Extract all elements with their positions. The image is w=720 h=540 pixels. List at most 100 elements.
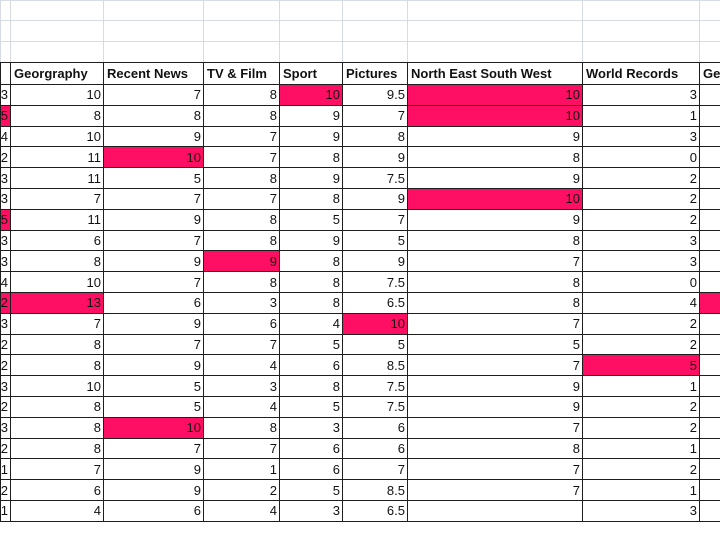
- table-cell[interactable]: 8: [93, 253, 101, 269]
- table-cell[interactable]: 3: [332, 503, 340, 519]
- table-cell[interactable]: 3: [1, 253, 8, 269]
- table-cell[interactable]: [700, 147, 720, 167]
- table-cell[interactable]: 7.5: [386, 378, 405, 394]
- table-cell[interactable]: 10: [86, 378, 101, 394]
- table-cell[interactable]: 7: [193, 440, 201, 456]
- table-cell[interactable]: 8: [269, 87, 277, 103]
- column-header[interactable]: North East South West: [411, 66, 552, 81]
- table-cell[interactable]: [700, 127, 720, 147]
- table-cell[interactable]: 2: [689, 170, 697, 186]
- table-cell[interactable]: 9: [572, 170, 580, 186]
- table-cell[interactable]: [700, 251, 720, 271]
- table-cell[interactable]: 2: [689, 316, 697, 332]
- table-cell[interactable]: 7: [397, 461, 405, 477]
- table-cell[interactable]: 2: [1, 399, 8, 415]
- table-cell[interactable]: 7: [193, 232, 201, 248]
- table-cell[interactable]: 1: [689, 482, 697, 498]
- table-cell[interactable]: 9: [193, 128, 201, 144]
- table-cell[interactable]: 9: [397, 191, 405, 207]
- table-cell[interactable]: [408, 501, 582, 521]
- table-cell[interactable]: 2: [689, 212, 697, 228]
- table-cell[interactable]: 3: [269, 295, 277, 311]
- table-cell[interactable]: 7: [572, 316, 580, 332]
- table-cell[interactable]: 4: [332, 316, 340, 332]
- table-cell[interactable]: 8: [332, 149, 340, 165]
- table-cell[interactable]: 9: [332, 128, 340, 144]
- table-cell[interactable]: 6: [93, 482, 101, 498]
- table-cell[interactable]: 8: [332, 253, 340, 269]
- table-cell[interactable]: 7: [269, 336, 277, 352]
- table-cell[interactable]: 9: [193, 357, 201, 373]
- table-cell[interactable]: 5: [332, 336, 340, 352]
- table-cell[interactable]: 8: [269, 420, 277, 436]
- table-cell[interactable]: 5: [193, 170, 201, 186]
- column-header[interactable]: World Records: [586, 66, 679, 81]
- table-cell[interactable]: 2: [689, 191, 697, 207]
- table-cell[interactable]: 8: [332, 378, 340, 394]
- table-cell[interactable]: 7: [193, 336, 201, 352]
- table-cell[interactable]: 8: [572, 295, 580, 311]
- table-cell[interactable]: 3: [1, 191, 8, 207]
- table-cell[interactable]: [700, 335, 720, 355]
- column-header[interactable]: [1, 63, 10, 84]
- table-cell[interactable]: [700, 418, 720, 438]
- table-cell[interactable]: 7: [269, 128, 277, 144]
- table-cell[interactable]: 9: [332, 108, 340, 124]
- table-cell[interactable]: 2: [1, 357, 8, 373]
- table-cell[interactable]: 3: [1, 87, 8, 103]
- table-cell[interactable]: 3: [689, 232, 697, 248]
- table-cell[interactable]: 5: [397, 336, 405, 352]
- table-cell[interactable]: 2: [689, 336, 697, 352]
- table-cell[interactable]: 9: [397, 149, 405, 165]
- table-cell[interactable]: 1: [689, 108, 697, 124]
- table-cell[interactable]: 6: [193, 295, 201, 311]
- column-header[interactable]: Pictures: [346, 66, 398, 81]
- table-cell[interactable]: 6: [193, 503, 201, 519]
- table-cell[interactable]: 9: [572, 128, 580, 144]
- table-cell[interactable]: 9: [397, 253, 405, 269]
- table-cell[interactable]: 8: [572, 274, 580, 290]
- table-cell[interactable]: 7: [193, 87, 201, 103]
- table-cell[interactable]: 2: [689, 420, 697, 436]
- table-cell[interactable]: 5: [397, 232, 405, 248]
- table-cell[interactable]: 8: [269, 212, 277, 228]
- table-cell[interactable]: 3: [1, 316, 8, 332]
- table-cell[interactable]: 8: [572, 149, 580, 165]
- table-cell[interactable]: [700, 397, 720, 417]
- table-cell[interactable]: 8: [269, 108, 277, 124]
- table-cell[interactable]: 7.5: [386, 274, 405, 290]
- highlighted-cell[interactable]: 10: [408, 189, 582, 209]
- table-cell[interactable]: 8: [269, 170, 277, 186]
- table-cell[interactable]: 6: [269, 316, 277, 332]
- table-cell[interactable]: 8: [93, 336, 101, 352]
- table-cell[interactable]: [700, 355, 720, 375]
- table-cell[interactable]: 8.5: [386, 357, 405, 373]
- table-cell[interactable]: 4: [93, 503, 101, 519]
- table-cell[interactable]: 4: [689, 295, 697, 311]
- table-cell[interactable]: 7: [269, 149, 277, 165]
- table-cell[interactable]: 8: [397, 128, 405, 144]
- table-cell[interactable]: 5: [332, 482, 340, 498]
- table-cell[interactable]: 7: [93, 316, 101, 332]
- table-cell[interactable]: 3: [1, 378, 8, 394]
- table-cell[interactable]: 10: [86, 128, 101, 144]
- table-cell[interactable]: 3: [689, 128, 697, 144]
- highlighted-cell[interactable]: 10: [343, 313, 407, 334]
- highlighted-cell[interactable]: 9: [204, 251, 279, 272]
- column-header[interactable]: Sport: [283, 66, 317, 81]
- table-cell[interactable]: 6: [332, 357, 340, 373]
- table-cell[interactable]: 8: [93, 357, 101, 373]
- table-cell[interactable]: 7.5: [386, 399, 405, 415]
- table-cell[interactable]: 3: [1, 420, 8, 436]
- table-cell[interactable]: [700, 272, 720, 292]
- table-cell[interactable]: 8: [332, 274, 340, 290]
- highlighted-cell[interactable]: 2: [1, 293, 10, 313]
- table-cell[interactable]: 7: [572, 253, 580, 269]
- table-cell[interactable]: 7: [269, 440, 277, 456]
- table-cell[interactable]: 7: [572, 357, 580, 373]
- table-cell[interactable]: 9: [193, 212, 201, 228]
- highlighted-cell[interactable]: [700, 293, 720, 313]
- table-cell[interactable]: 1: [1, 461, 8, 477]
- table-cell[interactable]: 0: [689, 149, 697, 165]
- table-cell[interactable]: 6.5: [386, 295, 405, 311]
